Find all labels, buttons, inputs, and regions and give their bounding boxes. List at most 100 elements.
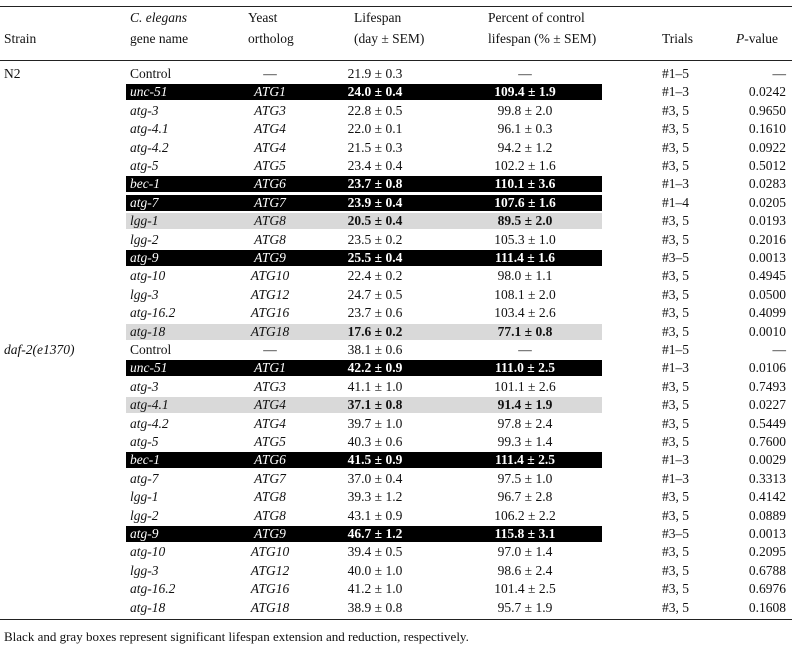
cell-pvalue: 0.0205 — [748, 194, 786, 210]
cell-pvalue: 0.1608 — [748, 599, 786, 615]
cell-percent: 110.1 ± 3.6 — [494, 176, 556, 192]
table-row: bec-1 ATG6 23.7 ± 0.8 110.1 ± 3.6 #1–3 0.0283 — [0, 175, 792, 193]
cell-gene: atg-16.2 — [130, 581, 176, 597]
cell-pvalue: 0.3313 — [748, 470, 786, 486]
cell-gene: atg-18 — [130, 599, 166, 615]
cell-pvalue: 0.0106 — [748, 360, 786, 376]
cell-percent: 96.7 ± 2.8 — [497, 489, 553, 505]
table-row: atg-9 ATG9 46.7 ± 1.2 115.8 ± 3.1 #3–5 0.0013 — [0, 525, 792, 543]
cell-gene: atg-18 — [130, 323, 166, 339]
table-row: atg-16.2 ATG16 23.7 ± 0.6 103.4 ± 2.6 #3, 5 0… — [0, 304, 792, 322]
cell-gene: atg-7 — [130, 194, 159, 210]
cell-percent: 109.4 ± 1.9 — [494, 84, 556, 100]
extension-highlight-box — [126, 360, 602, 377]
cell-percent: 98.6 ± 2.4 — [497, 562, 553, 578]
cell-percent: 97.5 ± 1.0 — [497, 470, 553, 486]
cell-percent: 102.2 ± 1.6 — [494, 158, 556, 173]
cell-percent: 94.2 ± 1.2 — [497, 139, 553, 155]
cell-percent: 111.4 ± 1.6 — [495, 250, 555, 265]
cell-pvalue: 0.0013 — [748, 250, 786, 265]
cell-ortholog: ATG7 — [254, 194, 286, 210]
cell-gene: atg-5 — [130, 158, 159, 173]
cell-ortholog: ATG4 — [254, 121, 286, 137]
cell-ortholog: ATG12 — [250, 286, 290, 302]
header-ortholog-line1: Yeast — [248, 10, 278, 25]
table-row: lgg-3 ATG12 24.7 ± 0.5 108.1 ± 2.0 #3, 5 0.05… — [0, 286, 792, 304]
cell-trials: #3, 5 — [662, 305, 689, 321]
cell-trials: #3, 5 — [662, 323, 689, 339]
cell-trials: #1–4 — [662, 194, 689, 210]
cell-lifespan: 24.0 ± 0.4 — [347, 84, 403, 100]
cell-lifespan: 25.5 ± 0.4 — [347, 250, 403, 265]
cell-trials: #3, 5 — [662, 102, 689, 118]
cell-gene: atg-3 — [130, 378, 159, 394]
cell-lifespan: 22.0 ± 0.1 — [347, 121, 403, 137]
header-percent-line1: Percent of control — [488, 10, 585, 25]
cell-pvalue: 0.0242 — [748, 84, 786, 100]
cell-gene: atg-5 — [130, 434, 159, 449]
cell-ortholog: ATG10 — [250, 268, 290, 284]
header-trials: Trials — [662, 31, 694, 46]
header-pvalue: P-value — [736, 28, 778, 49]
cell-gene: atg-7 — [130, 470, 159, 486]
cell-strain: daf-2(e1370) — [4, 342, 75, 357]
table-row: unc-51 ATG1 42.2 ± 0.9 111.0 ± 2.5 #1–3 0.010… — [0, 359, 792, 377]
cell-percent: 95.7 ± 1.9 — [497, 599, 553, 615]
cell-gene: lgg-3 — [130, 562, 159, 578]
cell-pvalue: 0.4945 — [748, 268, 786, 284]
cell-pvalue: — — [772, 66, 787, 81]
cell-lifespan: 46.7 ± 1.2 — [347, 526, 403, 541]
cell-ortholog: — — [263, 342, 277, 357]
cell-ortholog: ATG5 — [254, 158, 286, 173]
cell-pvalue: 0.2095 — [748, 544, 786, 560]
cell-lifespan: 24.7 ± 0.5 — [347, 286, 403, 302]
table-row: lgg-2 ATG8 43.1 ± 0.9 106.2 ± 2.2 #3, 5 0.088… — [0, 507, 792, 525]
cell-percent: 101.1 ± 2.6 — [494, 378, 556, 394]
table-row: atg-10 ATG10 39.4 ± 0.5 97.0 ± 1.4 #3, 5 0.20… — [0, 543, 792, 561]
header-strain: Strain — [4, 31, 37, 46]
table-row: lgg-2 ATG8 23.5 ± 0.2 105.3 ± 1.0 #3, 5 0.201… — [0, 231, 792, 249]
cell-percent: 111.0 ± 2.5 — [495, 360, 555, 376]
cell-gene: unc-51 — [130, 84, 168, 100]
cell-percent: 89.5 ± 2.0 — [497, 213, 553, 229]
cell-gene: atg-4.2 — [130, 139, 169, 155]
cell-ortholog: ATG16 — [250, 305, 290, 321]
cell-gene: bec-1 — [130, 176, 160, 192]
header-lifespan-line1: Lifespan — [354, 10, 402, 25]
cell-strain: N2 — [4, 66, 21, 81]
table-row: atg-5 ATG5 40.3 ± 0.6 99.3 ± 1.4 #3, 5 0.7600 — [0, 433, 792, 451]
cell-pvalue: 0.4142 — [748, 489, 786, 505]
cell-ortholog: ATG3 — [254, 378, 286, 394]
cell-pvalue: 0.9650 — [748, 102, 786, 118]
table-row: atg-4.1 ATG4 22.0 ± 0.1 96.1 ± 0.3 #3, 5 0.16… — [0, 120, 792, 138]
cell-lifespan: 42.2 ± 0.9 — [347, 360, 403, 376]
table-row: lgg-1 ATG8 39.3 ± 1.2 96.7 ± 2.8 #3, 5 0.4142 — [0, 488, 792, 506]
cell-gene: lgg-1 — [130, 489, 159, 505]
cell-gene: atg-10 — [130, 268, 166, 284]
cell-lifespan: 23.7 ± 0.8 — [347, 176, 403, 192]
cell-pvalue: 0.5012 — [748, 158, 786, 173]
cell-lifespan: 20.5 ± 0.4 — [347, 213, 403, 229]
table-row: atg-18 ATG18 38.9 ± 0.8 95.7 ± 1.9 #3, 5 0.16… — [0, 599, 792, 617]
cell-ortholog: ATG1 — [254, 360, 286, 376]
table-row: bec-1 ATG6 41.5 ± 0.9 111.4 ± 2.5 #1–3 0.0029 — [0, 451, 792, 469]
cell-percent: 99.8 ± 2.0 — [497, 102, 553, 118]
table-row: atg-5 ATG5 23.4 ± 0.4 102.2 ± 1.6 #3, 5 0.501… — [0, 157, 792, 175]
cell-percent: 103.4 ± 2.6 — [494, 305, 556, 321]
cell-ortholog: ATG5 — [254, 434, 286, 449]
cell-trials: #1–3 — [662, 470, 689, 486]
reduction-highlight-box — [126, 213, 602, 230]
cell-gene: atg-3 — [130, 102, 159, 118]
cell-trials: #1–3 — [662, 360, 689, 376]
bottom-rule — [0, 619, 792, 620]
header-lifespan-line2: (day ± SEM) — [354, 31, 425, 46]
extension-highlight-box — [126, 84, 602, 101]
cell-gene: Control — [130, 342, 172, 357]
cell-ortholog: ATG7 — [254, 470, 286, 486]
cell-trials: #3–5 — [662, 250, 689, 265]
extension-highlight-box — [126, 250, 602, 266]
cell-trials: #3, 5 — [662, 415, 689, 431]
cell-ortholog: ATG8 — [254, 213, 286, 229]
cell-lifespan: 39.4 ± 0.5 — [347, 544, 403, 560]
cell-ortholog: ATG18 — [250, 599, 290, 615]
